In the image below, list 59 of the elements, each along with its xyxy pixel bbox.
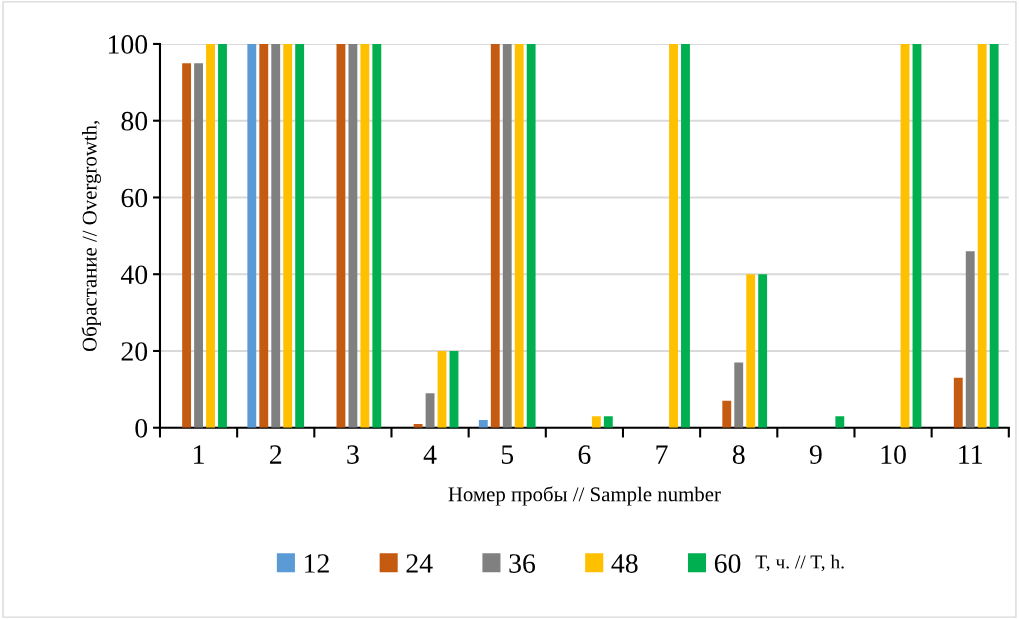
bar	[989, 43, 999, 428]
bar	[953, 377, 963, 428]
bar	[283, 43, 293, 428]
bar	[295, 43, 305, 428]
legend-title: T, ч. // T, h.	[755, 554, 844, 572]
bar	[746, 274, 756, 428]
x-tick-label: 11	[959, 445, 982, 464]
legend-label: 36	[509, 554, 536, 573]
bar	[526, 43, 536, 428]
bar	[835, 416, 845, 428]
bar	[194, 63, 203, 428]
bar	[490, 43, 500, 428]
x-tick-label: 2	[270, 445, 282, 464]
bar	[900, 43, 910, 428]
bar	[336, 43, 346, 428]
bar	[206, 43, 215, 428]
bar	[271, 43, 281, 428]
x-axis-title: Номер пробы // Sample number	[448, 486, 721, 506]
x-tick-label: 6	[578, 445, 591, 464]
y-tick-label: 60	[121, 188, 148, 208]
bar	[478, 420, 488, 428]
bar	[681, 43, 690, 428]
bar	[734, 362, 744, 428]
bar	[348, 43, 358, 428]
bar	[372, 43, 382, 428]
bar	[182, 63, 192, 428]
bar	[758, 274, 768, 428]
x-tick-label: 5	[501, 445, 514, 464]
bar	[912, 43, 922, 428]
bar	[722, 400, 732, 428]
bar	[425, 393, 435, 428]
y-tick-label: 0	[135, 418, 148, 438]
bar	[603, 416, 613, 428]
bar	[514, 43, 524, 428]
bar	[977, 43, 987, 428]
legend-label: 60	[714, 554, 741, 573]
bar	[247, 43, 257, 428]
x-tick-label: 10	[881, 445, 906, 464]
y-tick-label: 20	[121, 342, 148, 361]
x-tick-label: 1	[194, 445, 204, 464]
y-axis-title: Обрастание // Overgrowth,	[81, 121, 101, 352]
x-tick-label: 3	[347, 445, 359, 464]
bar	[591, 416, 601, 428]
legend-label: 12	[305, 554, 329, 573]
bar	[360, 43, 370, 428]
legend-label: 48	[611, 554, 638, 573]
y-tick-label: 100	[108, 35, 148, 54]
x-tick-label: 8	[732, 445, 745, 464]
bar	[965, 251, 975, 428]
bar	[669, 43, 678, 428]
legend-label: 24	[406, 554, 433, 573]
y-tick-label: 40	[120, 265, 148, 285]
bar	[259, 43, 269, 428]
x-tick-label: 9	[809, 445, 822, 464]
bar	[502, 43, 512, 428]
bar	[218, 43, 227, 428]
x-tick-label: 7	[656, 445, 668, 464]
x-tick-label: 4	[423, 445, 437, 464]
y-tick-label: 80	[121, 111, 148, 131]
